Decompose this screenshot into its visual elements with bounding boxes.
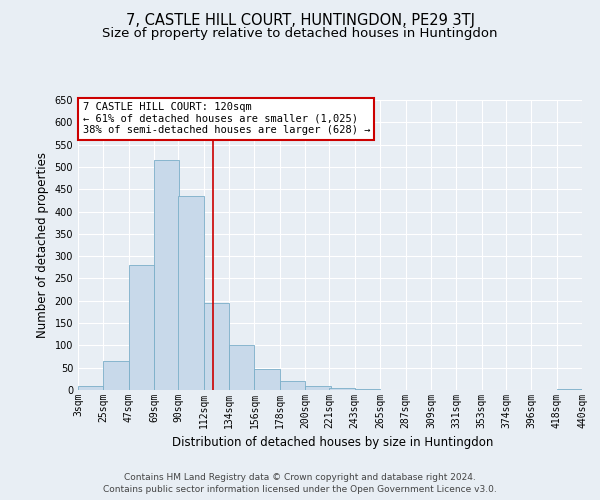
Bar <box>280 381 305 390</box>
Bar <box>154 160 179 390</box>
Bar <box>204 303 229 390</box>
Bar <box>78 386 103 390</box>
Bar <box>355 389 380 390</box>
Bar <box>178 196 204 390</box>
Bar <box>305 386 331 390</box>
Bar <box>254 369 280 390</box>
Bar <box>557 388 582 390</box>
Text: 7, CASTLE HILL COURT, HUNTINGDON, PE29 3TJ: 7, CASTLE HILL COURT, HUNTINGDON, PE29 3… <box>125 12 475 28</box>
Text: Contains public sector information licensed under the Open Government Licence v3: Contains public sector information licen… <box>103 486 497 494</box>
Text: Contains HM Land Registry data © Crown copyright and database right 2024.: Contains HM Land Registry data © Crown c… <box>124 473 476 482</box>
Text: 7 CASTLE HILL COURT: 120sqm
← 61% of detached houses are smaller (1,025)
38% of : 7 CASTLE HILL COURT: 120sqm ← 61% of det… <box>83 102 370 136</box>
Y-axis label: Number of detached properties: Number of detached properties <box>36 152 49 338</box>
Bar <box>103 361 129 390</box>
Bar <box>329 388 355 390</box>
Bar <box>229 346 254 390</box>
Text: Size of property relative to detached houses in Huntingdon: Size of property relative to detached ho… <box>102 28 498 40</box>
Bar <box>129 265 154 390</box>
Text: Distribution of detached houses by size in Huntingdon: Distribution of detached houses by size … <box>172 436 494 449</box>
